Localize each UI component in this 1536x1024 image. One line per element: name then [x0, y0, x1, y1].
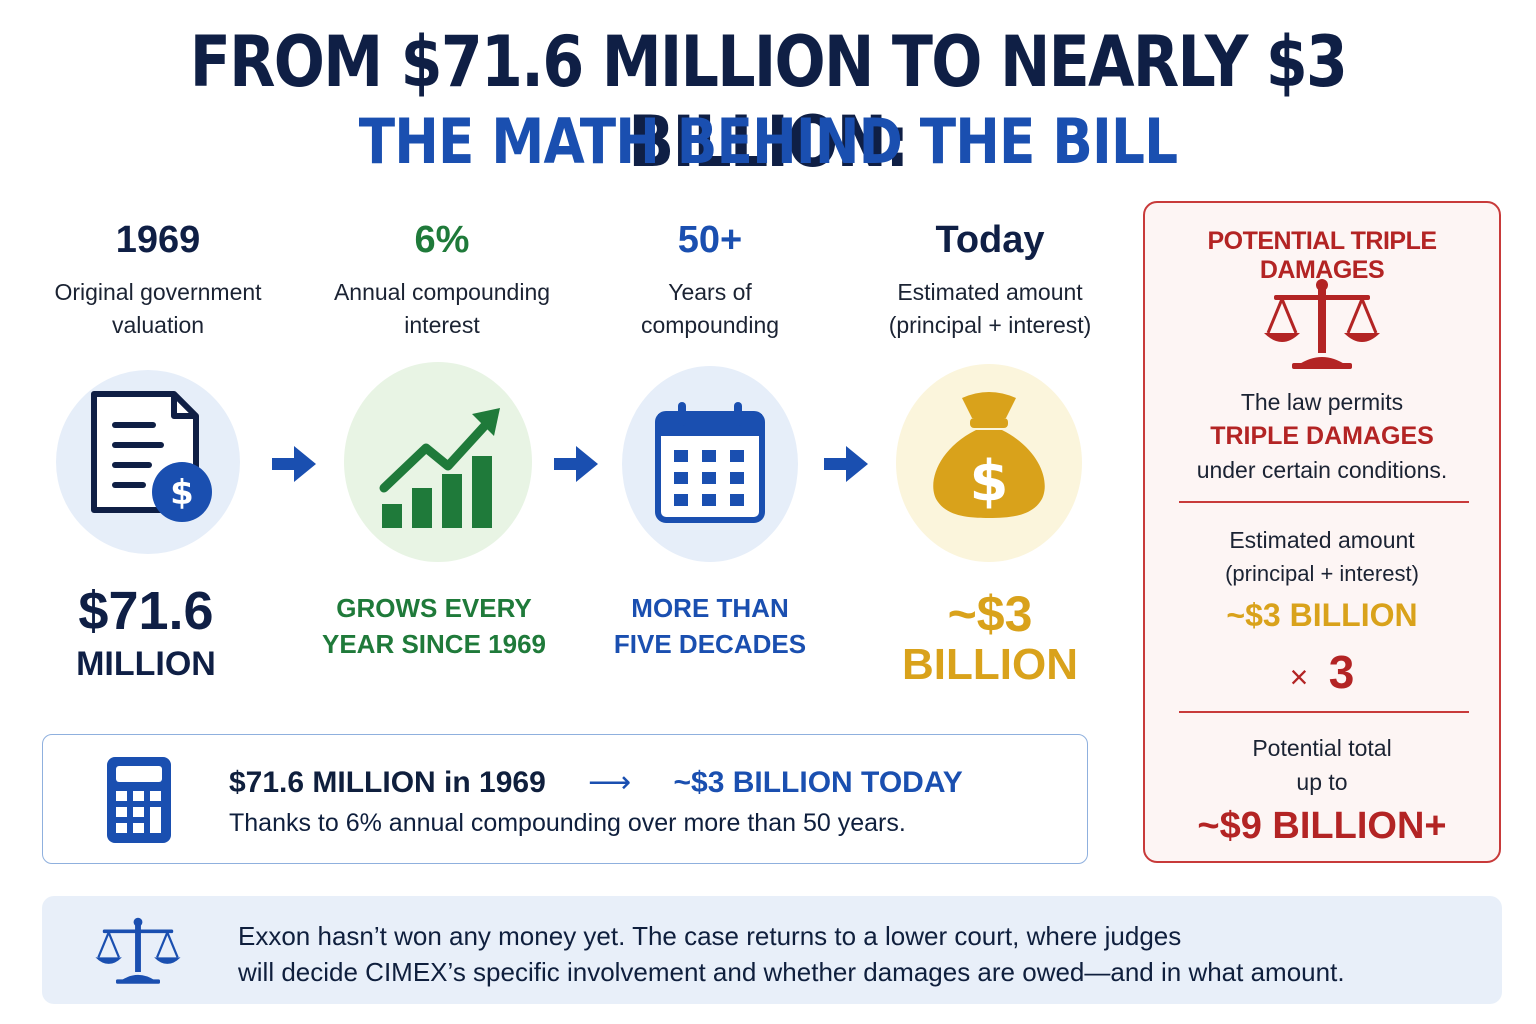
growth-chart-icon [379, 408, 500, 528]
step-head: 6% [414, 219, 470, 261]
step-value-secondary: YEAR SINCE 1969 [322, 629, 546, 659]
divider [1179, 501, 1469, 503]
multiplier-value: 3 [1328, 646, 1355, 698]
divider [1179, 711, 1469, 713]
document-dollar-icon: $ [91, 391, 212, 522]
law-line: The law permits [1240, 389, 1404, 415]
footer-line: Exxon hasn’t won any money yet. The case… [238, 921, 1182, 951]
summary-from: $71.6 MILLION in 1969 [229, 766, 546, 799]
summary-box: $71.6 MILLION in 1969 ⟶ ~$3 BILLION TODA… [42, 734, 1088, 864]
page-subtitle: THE MATH BEHIND THE BILL [358, 105, 1178, 178]
step-value-primary: $71.6 [78, 581, 214, 641]
step-value-primary: MORE THAN [631, 593, 789, 623]
arrow-right-icon [554, 446, 598, 482]
icon-circle: $ [896, 364, 1082, 562]
total-value: ~$9 BILLION+ [1197, 805, 1447, 847]
step-desc-line: interest [404, 312, 480, 338]
money-bag-icon: $ [933, 392, 1045, 518]
calculator-icon [107, 757, 171, 843]
step-head: 1969 [115, 219, 201, 261]
step-desc-line: Annual compounding [333, 279, 551, 305]
step-value-secondary: FIVE DECADES [613, 629, 807, 659]
step-desc: Estimated amount (principal + interest) [860, 276, 1120, 342]
estimate-label: (principal + interest) [1225, 561, 1419, 586]
icon-circle [622, 366, 798, 562]
arrow-right-icon [824, 446, 868, 482]
triple-damages-panel: POTENTIAL TRIPLE DAMAGES The law permits… [1143, 201, 1501, 863]
total-label: Potential total [1252, 735, 1392, 761]
step-desc-line: Estimated amount [897, 279, 1083, 305]
estimate-value: ~$3 BILLION [1226, 597, 1418, 633]
footer-note: Exxon hasn’t won any money yet. The case… [42, 896, 1502, 1004]
times-sign: × [1289, 659, 1309, 695]
footer-text: Exxon hasn’t won any money yet. The case… [238, 918, 1345, 990]
summary-note: Thanks to 6% annual compounding over mor… [229, 809, 906, 837]
step-desc: Annual compounding interest [312, 276, 572, 342]
scales-of-justice-icon [1264, 279, 1380, 369]
summary-to: ~$3 BILLION TODAY [673, 766, 963, 799]
total-label: up to [1296, 769, 1348, 795]
estimate-label: Estimated amount [1229, 527, 1415, 553]
step-value-primary: GROWS EVERY [336, 593, 532, 623]
svg-text:$: $ [970, 449, 1009, 514]
law-highlight: TRIPLE DAMAGES [1210, 422, 1434, 450]
step-desc: Original government valuation [28, 276, 288, 342]
icon-circle: $ [56, 370, 240, 554]
step-value-primary: ~$3 [947, 586, 1033, 642]
calendar-icon [655, 402, 765, 523]
step-value-secondary: MILLION [76, 645, 216, 683]
step-desc-line: Original government [54, 279, 262, 305]
step-head: Today [935, 219, 1045, 261]
scales-of-justice-icon [95, 917, 181, 984]
step-desc-line: (principal + interest) [888, 312, 1092, 338]
icon-circle [344, 362, 532, 562]
summary-arrow: ⟶ [588, 766, 632, 799]
step-desc: Years of compounding [580, 276, 840, 342]
step-desc-line: compounding [640, 312, 780, 338]
arrow-right-icon [272, 446, 316, 482]
step-desc-line: Years of [668, 279, 752, 305]
summary-headline: $71.6 MILLION in 1969 ⟶ ~$3 BILLION TODA… [229, 765, 963, 800]
step-value-secondary: BILLION [902, 640, 1078, 689]
page-title: FROM $71.6 MILLION TO NEARLY $3 BILLION: [189, 21, 1348, 183]
footer-line: will decide CIMEX’s specific involvement… [238, 957, 1345, 987]
step-desc-line: valuation [111, 312, 205, 338]
multiplier: × 3 [1145, 645, 1499, 711]
step-head: 50+ [677, 219, 743, 261]
svg-text:$: $ [170, 473, 194, 513]
law-line: under certain conditions. [1196, 457, 1448, 483]
